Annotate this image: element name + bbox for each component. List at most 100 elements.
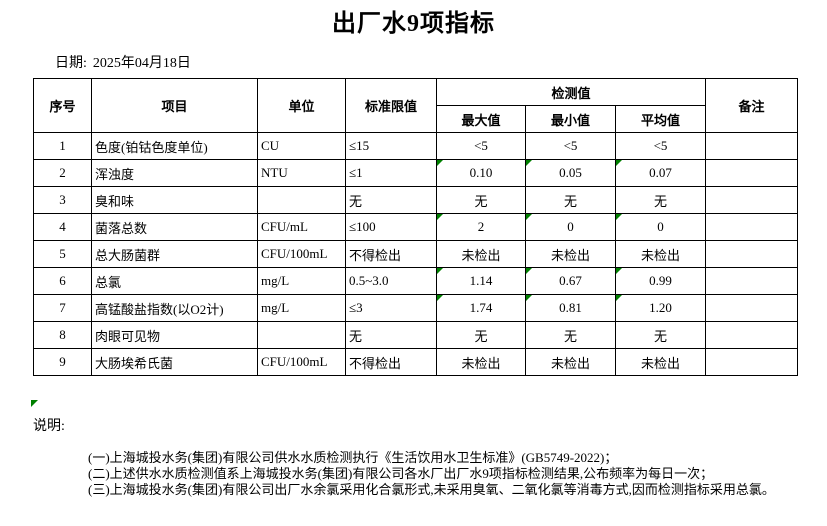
header-item: 项目 (91, 78, 258, 133)
comment-marker-icon (616, 295, 622, 301)
cell-limit: 无 (345, 186, 437, 214)
header-min: 最小值 (525, 105, 616, 133)
cell-limit: 不得检出 (345, 240, 437, 268)
table-row: 9 大肠埃希氏菌 CFU/100mL 不得检出 未检出 未检出 未检出 (33, 348, 798, 376)
cell-max: <5 (436, 132, 526, 160)
table-row: 4 菌落总数 CFU/mL ≤100 2 0 0 (33, 213, 798, 241)
cell-min: 0.67 (525, 267, 616, 295)
comment-marker-icon (616, 268, 622, 274)
comment-marker-icon (616, 160, 622, 166)
indicators-table: 序号 项目 单位 标准限值 检测值 备注 最大值 最小值 平均值 1 色度(铂钴… (33, 78, 798, 376)
cell-limit: ≤3 (345, 294, 437, 322)
comment-marker-icon (526, 214, 532, 220)
cell-avg: 无 (615, 321, 706, 349)
cell-value: 0.10 (469, 165, 493, 180)
report-date: 日期: 2025年04月18日 (55, 52, 191, 72)
cell-avg: <5 (615, 132, 706, 160)
cell-unit: NTU (257, 159, 346, 187)
cell-min: 未检出 (525, 348, 616, 376)
cell-limit: 无 (345, 321, 437, 349)
cell-remark (705, 159, 798, 187)
cell-remark (705, 348, 798, 376)
header-avg: 平均值 (615, 105, 706, 133)
cell-max: 无 (436, 321, 526, 349)
cell-avg: 未检出 (615, 240, 706, 268)
page-title: 出厂水9项指标 (332, 11, 495, 37)
cell-value: 0.67 (559, 273, 582, 288)
cell-unit: mg/L (257, 294, 346, 322)
cell-max: 2 (436, 213, 526, 241)
cell-value: 0 (567, 219, 574, 234)
cell-value: 0.07 (649, 165, 672, 180)
cell-min: 0 (525, 213, 616, 241)
cell-item: 肉眼可见物 (91, 321, 258, 349)
comment-marker-icon (437, 160, 443, 166)
header-remark: 备注 (705, 78, 798, 133)
cell-min: 0.81 (525, 294, 616, 322)
note-line: (一)上海城投水务(集团)有限公司供水水质检测执行《生活饮用水卫生标准》(GB5… (88, 450, 618, 465)
cell-item: 大肠埃希氏菌 (91, 348, 258, 376)
cell-item: 色度(铂钴色度单位) (91, 132, 258, 160)
cell-value: 0 (657, 219, 664, 234)
cell-value: 1.20 (649, 300, 672, 315)
table-row: 8 肉眼可见物 无 无 无 无 (33, 321, 798, 349)
cell-remark (705, 267, 798, 295)
cell-value: 0.05 (559, 165, 582, 180)
cell-seq: 2 (33, 159, 92, 187)
header-seq: 序号 (33, 78, 92, 133)
cell-seq: 5 (33, 240, 92, 268)
cell-avg: 0.99 (615, 267, 706, 295)
comment-marker-icon (526, 160, 532, 166)
cell-remark (705, 186, 798, 214)
cell-unit: CFU/mL (257, 213, 346, 241)
cell-value: 0.81 (559, 300, 582, 315)
cell-avg: 0.07 (615, 159, 706, 187)
cell-avg: 1.20 (615, 294, 706, 322)
comment-marker-icon (437, 268, 443, 274)
cell-limit: 0.5~3.0 (345, 267, 437, 295)
cell-remark (705, 240, 798, 268)
cell-item: 浑浊度 (91, 159, 258, 187)
notes-label: 说明: (33, 419, 65, 434)
note-line: (二)上述供水水质检测值系上海城投水务(集团)有限公司各水厂出厂水9项指标检测结… (88, 466, 714, 481)
cell-min: 无 (525, 321, 616, 349)
cell-value: 1.14 (469, 273, 493, 288)
cell-max: 1.14 (436, 267, 526, 295)
cell-min: <5 (525, 132, 616, 160)
table-row: 3 臭和味 无 无 无 无 (33, 186, 798, 214)
cell-seq: 4 (33, 213, 92, 241)
cell-remark (705, 321, 798, 349)
cell-item: 菌落总数 (91, 213, 258, 241)
cell-item: 总大肠菌群 (91, 240, 258, 268)
table-row: 5 总大肠菌群 CFU/100mL 不得检出 未检出 未检出 未检出 (33, 240, 798, 268)
cell-unit: CU (257, 132, 346, 160)
cell-max: 无 (436, 186, 526, 214)
cell-max: 0.10 (436, 159, 526, 187)
cell-min: 无 (525, 186, 616, 214)
cell-seq: 8 (33, 321, 92, 349)
cell-max: 未检出 (436, 240, 526, 268)
cell-value: 2 (477, 219, 485, 234)
cell-avg: 0 (615, 213, 706, 241)
date-label: 日期: (55, 56, 87, 71)
cell-unit: CFU/100mL (257, 348, 346, 376)
cell-seq: 9 (33, 348, 92, 376)
header-row-2: 最大值 最小值 平均值 (34, 105, 798, 133)
table-row: 6 总氯 mg/L 0.5~3.0 1.14 0.67 0.99 (33, 267, 798, 295)
cell-max: 未检出 (436, 348, 526, 376)
notes-section: (一)上海城投水务(集团)有限公司供水水质检测执行《生活饮用水卫生标准》(GB5… (88, 450, 775, 498)
header-detection-group: 检测值 (436, 78, 706, 106)
cell-unit (257, 321, 346, 349)
cell-value: 0.99 (649, 273, 672, 288)
table-row: 2 浑浊度 NTU ≤1 0.10 0.05 0.07 (33, 159, 798, 187)
cell-min: 0.05 (525, 159, 616, 187)
header-max: 最大值 (436, 105, 526, 133)
cell-unit: mg/L (257, 267, 346, 295)
comment-marker-icon (526, 295, 532, 301)
cell-item: 臭和味 (91, 186, 258, 214)
header-limit: 标准限值 (345, 78, 437, 133)
comment-marker-icon (526, 268, 532, 274)
cell-unit: CFU/100mL (257, 240, 346, 268)
cell-remark (705, 132, 798, 160)
